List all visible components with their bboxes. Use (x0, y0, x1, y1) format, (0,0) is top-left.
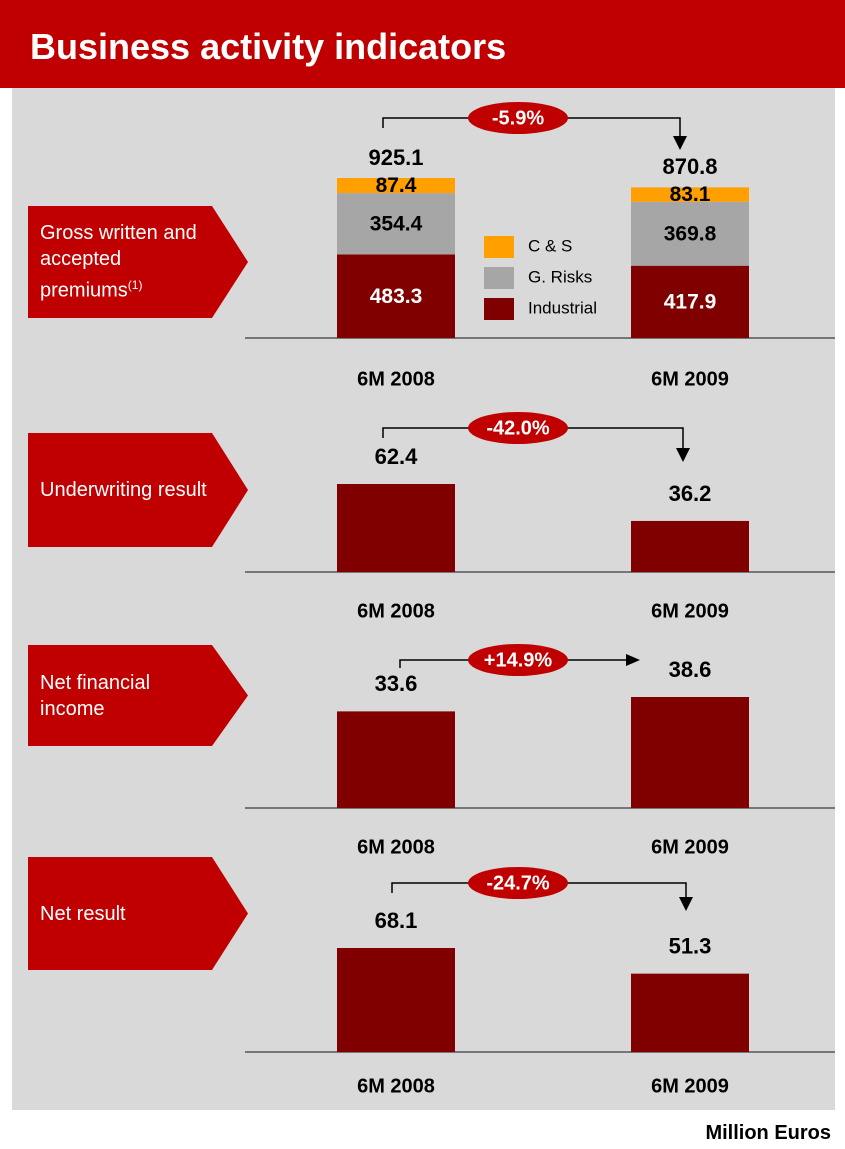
panel-label-title: Net result (40, 902, 126, 925)
bar (337, 711, 455, 808)
change-label: -24.7% (486, 872, 550, 894)
bar-segment (631, 201, 749, 266)
panel-label: Net financial income (28, 645, 212, 746)
header: Business activity indicators (0, 0, 845, 88)
panel-label: Underwriting result (28, 433, 212, 547)
bar (337, 948, 455, 1052)
bar-segment (337, 178, 455, 194)
category-label: 6M 2008 (357, 1075, 435, 1097)
arrow-head (626, 654, 640, 666)
panel-label-title: Gross written and accepted premiums (40, 222, 197, 302)
panel-label-title: Net financial income (40, 671, 151, 720)
footnote-marker: (1) (127, 278, 143, 293)
page-title: Business activity indicators (30, 26, 507, 67)
value-label: 68.1 (375, 908, 418, 933)
panel-label: Net result (28, 857, 212, 970)
value-label: 51.3 (669, 933, 712, 958)
change-label: -42.0% (486, 417, 550, 439)
bar (631, 697, 749, 808)
legend-label: G. Risks (528, 267, 592, 286)
category-label: 6M 2009 (651, 368, 729, 390)
segment-label: 354.4 (370, 212, 423, 235)
label-box (28, 206, 248, 318)
total-label: 925.1 (368, 145, 423, 170)
category-label: 6M 2008 (357, 368, 435, 390)
segment-label: 417.9 (664, 290, 717, 313)
total-label: 870.8 (662, 154, 717, 179)
arrow-head (673, 136, 687, 150)
change-pill (468, 102, 568, 134)
bar-segment (337, 193, 455, 255)
change-pill (468, 867, 568, 899)
legend-label: Industrial (528, 298, 597, 317)
panel-label-text: Gross written and accepted premiums(1) (40, 220, 212, 304)
segment-label: 369.8 (664, 222, 717, 245)
panel-label-text: Underwriting result (40, 477, 207, 503)
category-label: 6M 2009 (651, 1075, 729, 1097)
segment-label: 483.3 (370, 285, 423, 308)
bar (631, 973, 749, 1052)
change-label: -5.9% (492, 107, 544, 129)
value-label: 38.6 (669, 657, 712, 682)
label-box (28, 433, 248, 547)
panel-label-text: Net result (40, 901, 126, 927)
unit-note: Million Euros (705, 1122, 831, 1144)
value-label: 62.4 (375, 444, 419, 469)
segment-label: 87.4 (376, 174, 417, 197)
category-label: 6M 2008 (357, 836, 435, 858)
value-label: 36.2 (669, 481, 712, 506)
legend-swatch (484, 267, 514, 289)
change-label: +14.9% (484, 649, 553, 671)
legend-swatch (484, 236, 514, 258)
panel-label-text: Net financial income (40, 670, 212, 722)
label-box (28, 857, 248, 970)
panel-label-title: Underwriting result (40, 479, 207, 501)
value-label: 33.6 (375, 671, 418, 696)
arrow-head (676, 448, 690, 462)
bar-segment (337, 254, 455, 338)
bar-segment (631, 187, 749, 202)
legend-label: C & S (528, 236, 572, 255)
category-label: 6M 2009 (651, 600, 729, 622)
category-label: 6M 2009 (651, 836, 729, 858)
change-pill (468, 644, 568, 676)
legend-swatch (484, 298, 514, 320)
arrow-head (679, 897, 693, 911)
label-box (28, 645, 248, 746)
panel-label: Gross written and accepted premiums(1) (28, 206, 212, 318)
change-pill (468, 412, 568, 444)
bar-segment (631, 265, 749, 338)
category-label: 6M 2008 (357, 600, 435, 622)
bar (337, 484, 455, 572)
segment-label: 83.1 (670, 183, 711, 206)
bar (631, 520, 749, 572)
